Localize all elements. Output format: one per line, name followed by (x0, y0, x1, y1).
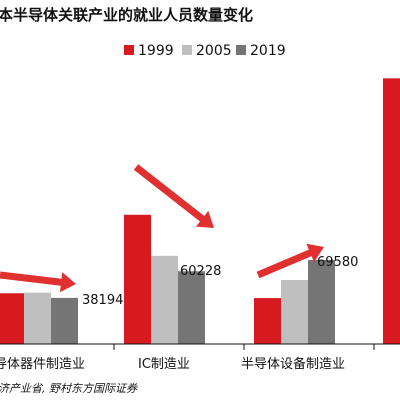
chart-title: 本半导体关联产业的就业人员数量变化 (0, 6, 253, 24)
bar-2005-cat-2 (281, 279, 308, 344)
value-label-series-2019-cat-2: 69580 (317, 255, 358, 270)
bar-2005-cat-1 (151, 255, 178, 344)
bar-1999-cat-3 (383, 78, 400, 345)
value-label-series-2019-cat-0: 38194 (82, 293, 123, 308)
legend-swatch-1999 (124, 45, 134, 55)
legend-label-1999: 1999 (138, 43, 174, 59)
bar-1999-cat-1 (124, 214, 151, 344)
category-label-1: IC制造业 (138, 357, 190, 372)
trend-arrow-2 (256, 243, 324, 279)
category-label-2: 半导体设备制造业 (241, 356, 345, 372)
bar-2005-cat-0 (24, 292, 51, 344)
bar-2019-cat-0 (51, 297, 78, 344)
x-axis-ticks (113, 344, 375, 350)
legend-label-2005: 2005 (196, 43, 232, 59)
legend-swatch-2005 (182, 45, 192, 55)
bar-1999-cat-2 (254, 298, 281, 344)
trend-arrows (0, 164, 324, 293)
value-label-series-2019-cat-1: 60228 (180, 264, 221, 279)
legend: 1999 2005 2019 (124, 43, 286, 59)
trend-arrow-1 (133, 164, 214, 228)
legend-swatch-2019 (236, 45, 246, 55)
bars (0, 78, 400, 345)
legend-label-2019: 2019 (250, 43, 286, 59)
bar-1999-cat-0 (0, 293, 24, 344)
category-label-0: 导体器件制造业 (0, 357, 85, 372)
trend-arrow-0 (0, 271, 76, 293)
bar-2019-cat-1 (178, 271, 205, 344)
bar-2019-cat-2 (308, 259, 335, 344)
source-note: 济产业省, 野村东方国际证券 (0, 382, 138, 395)
